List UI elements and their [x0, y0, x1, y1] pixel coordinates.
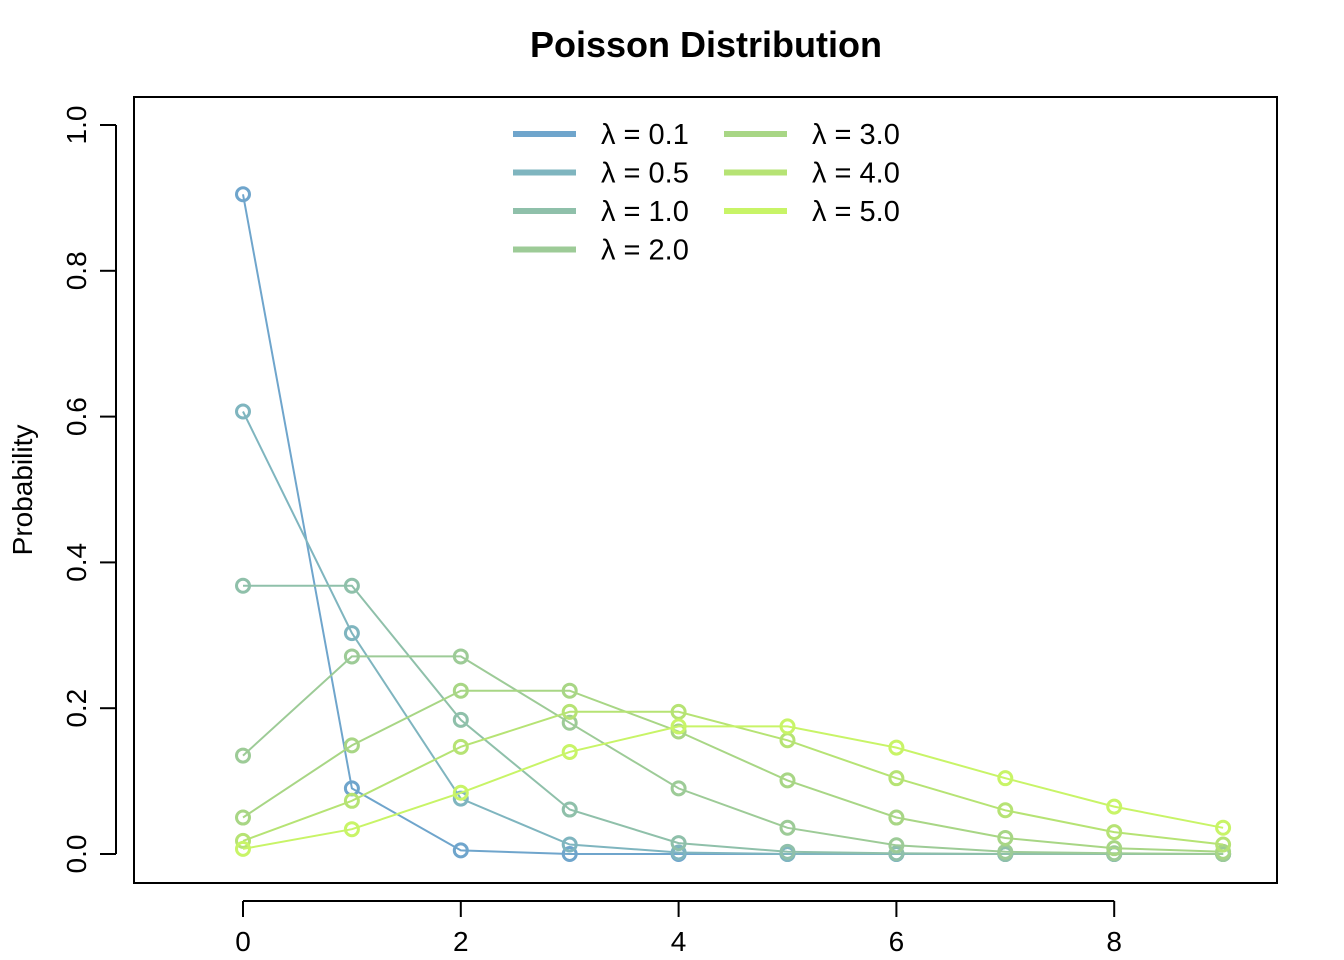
data-point	[1106, 824, 1123, 841]
series-1	[235, 403, 1232, 862]
plot-area-frame	[133, 96, 1278, 884]
data-point	[452, 842, 469, 859]
data-point	[343, 737, 360, 754]
series-line	[243, 584, 1224, 855]
data-point	[343, 648, 360, 665]
data-point	[452, 648, 469, 665]
data-point	[452, 784, 469, 801]
data-point	[561, 801, 578, 818]
legend-label: λ = 0.5	[601, 158, 689, 190]
data-point	[343, 625, 360, 642]
series-0	[235, 186, 1232, 862]
data-point	[235, 403, 251, 420]
y-tick-label: 1.0	[61, 106, 92, 145]
data-point	[888, 809, 905, 826]
data-point	[1215, 819, 1232, 836]
legend-label: λ = 5.0	[812, 196, 900, 228]
x-tick-label: 4	[671, 926, 687, 957]
data-point	[670, 718, 687, 735]
legend-item: λ = 2.0	[513, 235, 689, 267]
data-point	[452, 738, 469, 755]
legend-label: λ = 0.1	[601, 119, 689, 151]
data-point	[888, 770, 905, 787]
data-point	[452, 711, 469, 728]
y-tick-label: 0.2	[61, 689, 92, 728]
y-axis: 0.0 0.2 0.4 0.6 0.8 1.0	[61, 106, 117, 874]
data-point	[561, 714, 578, 731]
data-point	[235, 577, 251, 594]
data-point	[561, 682, 578, 699]
legend-item: λ = 3.0	[724, 119, 900, 151]
data-point	[670, 703, 687, 720]
series-4	[235, 682, 1232, 860]
data-point	[670, 844, 687, 861]
data-point	[235, 832, 251, 849]
x-axis: 0 2 4 6 8	[235, 900, 1122, 957]
data-point	[997, 829, 1014, 846]
y-tick-label: 0.4	[61, 543, 92, 582]
data-point	[670, 723, 687, 740]
series-line	[242, 655, 1224, 855]
series-line	[242, 689, 1224, 853]
legend: λ = 0.1 λ = 0.5 λ = 1.0 λ = 2.0 λ = 3.0 λ = 4…	[513, 119, 900, 267]
data-point	[561, 846, 578, 862]
series-line	[242, 710, 1224, 846]
data-point	[779, 819, 796, 836]
x-tick-label: 8	[1106, 926, 1122, 957]
y-axis-label: Probability	[7, 425, 38, 556]
legend-label: λ = 3.0	[812, 119, 900, 151]
series-line	[242, 725, 1224, 850]
data-point	[235, 809, 251, 826]
data-point	[235, 840, 251, 857]
data-point	[1106, 840, 1123, 857]
legend-label: λ = 4.0	[812, 158, 900, 190]
data-point	[452, 682, 469, 699]
data-point	[779, 772, 796, 789]
data-point	[235, 747, 251, 764]
chart-title: Poisson Distribution	[530, 24, 882, 65]
data-point	[561, 836, 578, 853]
data-point	[888, 845, 905, 862]
series-6	[235, 718, 1232, 857]
legend-item: λ = 4.0	[724, 158, 900, 190]
data-point	[670, 780, 687, 797]
data-point	[779, 843, 796, 860]
data-point	[888, 837, 905, 854]
y-tick-label: 0.8	[61, 251, 92, 290]
legend-item: λ = 0.1	[513, 119, 689, 151]
data-point	[343, 577, 360, 594]
data-point	[561, 743, 578, 760]
data-point	[888, 739, 905, 756]
data-point	[1215, 836, 1232, 853]
data-point	[670, 835, 687, 852]
data-point	[779, 718, 796, 735]
legend-item: λ = 0.5	[513, 158, 689, 190]
data-point	[561, 703, 578, 720]
y-tick-label: 0.0	[61, 835, 92, 874]
y-tick-label: 0.6	[61, 397, 92, 436]
x-tick-label: 2	[453, 926, 469, 957]
data-point	[343, 821, 360, 838]
data-point	[997, 802, 1014, 819]
legend-label: λ = 1.0	[601, 196, 689, 228]
data-point	[1215, 843, 1232, 860]
data-point	[235, 186, 251, 203]
data-point	[343, 792, 360, 809]
legend-item: λ = 1.0	[513, 196, 689, 228]
x-tick-label: 0	[235, 926, 251, 957]
legend-label: λ = 2.0	[601, 235, 689, 267]
data-point	[1106, 845, 1123, 862]
series-layer	[235, 186, 1232, 862]
legend-item: λ = 5.0	[724, 196, 900, 228]
series-2	[235, 577, 1232, 862]
data-point	[997, 770, 1014, 787]
x-tick-label: 6	[889, 926, 905, 957]
data-point	[1106, 798, 1123, 815]
